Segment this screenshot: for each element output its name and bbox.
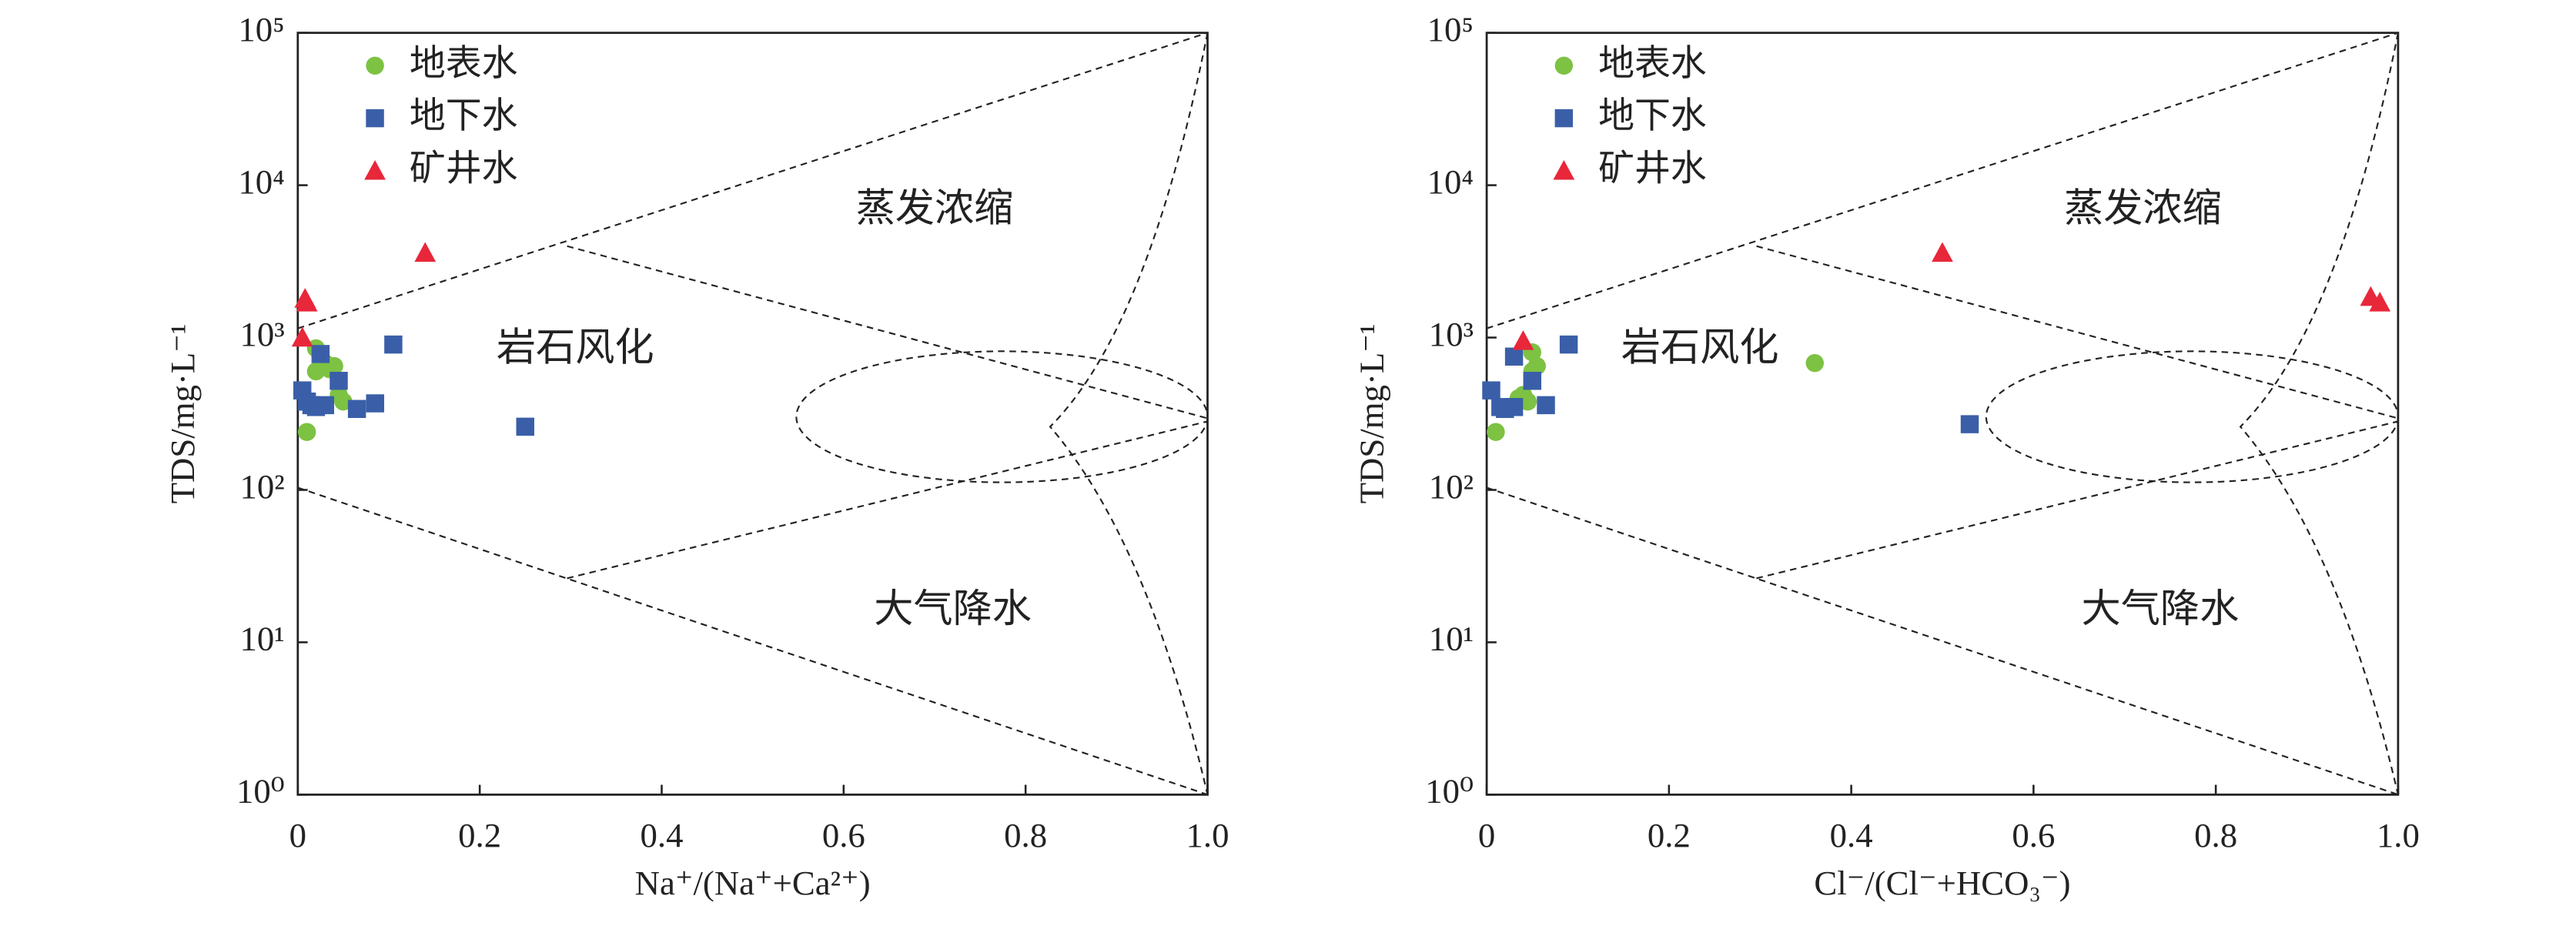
y-tick-label: 10³ [240, 315, 285, 353]
legend-marker [1554, 56, 1574, 75]
legend-label: 矿井水 [410, 147, 518, 189]
data-point [1932, 242, 1953, 262]
y-tick-label: 10⁴ [1427, 162, 1474, 201]
x-tick-label: 0.8 [2194, 816, 2237, 854]
x-tick-label: 1.0 [1186, 816, 1229, 854]
legend-label: 地表水 [1598, 42, 1707, 85]
legend-marker [1553, 159, 1575, 180]
y-tick-label: 10¹ [240, 620, 285, 658]
data-point [516, 417, 534, 436]
y-tick-label: 10⁰ [236, 772, 285, 811]
x-tick-label: 0.4 [640, 816, 683, 854]
region-label: 大气降水 [2082, 586, 2240, 632]
data-point [1504, 347, 1524, 366]
boundary-line [567, 420, 1208, 580]
region-label: 大气降水 [874, 586, 1032, 632]
data-point [1960, 415, 1979, 433]
data-point [1805, 353, 1824, 373]
x-tick-label: 0.6 [822, 816, 865, 854]
x-tick-label: 0.8 [1004, 816, 1047, 854]
data-point [1496, 399, 1514, 419]
x-tick-label: 0.2 [1648, 816, 1691, 854]
y-tick-label: 10¹ [1429, 620, 1474, 658]
data-point [1527, 356, 1546, 376]
data-point [347, 399, 366, 419]
data-point [296, 292, 318, 312]
y-tick-label: 10² [1429, 467, 1474, 506]
data-point [1512, 330, 1534, 350]
legend-marker [366, 109, 384, 128]
region-label: 岩石风化 [497, 324, 654, 370]
x-tick-label: 0 [289, 816, 306, 854]
legend-label: 地下水 [1598, 95, 1707, 137]
y-tick-label: 10² [240, 467, 285, 506]
boundary-line [1486, 32, 2399, 329]
plot-frame [296, 32, 1209, 796]
legend-marker [364, 159, 386, 180]
data-point [316, 396, 334, 415]
boundary-line [1756, 420, 2399, 580]
region-label: 蒸发浓缩 [2064, 185, 2222, 231]
y-tick-label: 10⁴ [238, 162, 284, 201]
boundary-line [297, 32, 1208, 329]
boundary-curve [2239, 32, 2399, 795]
legend-marker [366, 56, 384, 75]
y-tick-label: 10³ [1429, 315, 1474, 353]
data-point [330, 372, 348, 390]
boundary-ellipse [795, 350, 1209, 483]
data-point [325, 356, 343, 376]
x-tick-label: 0.4 [1830, 816, 1873, 854]
x-tick-label: 0.6 [2012, 816, 2055, 854]
boundary-ellipse [1985, 350, 2399, 483]
legend-label: 矿井水 [1598, 147, 1707, 189]
data-point [297, 423, 316, 441]
plot-frame [1485, 32, 2400, 796]
y-tick-label: 10⁵ [1427, 10, 1474, 48]
data-point [311, 345, 330, 363]
x-tick-label: 0.2 [458, 816, 501, 854]
boundary-line [1756, 245, 2399, 420]
data-point [384, 335, 403, 354]
data-point [1523, 372, 1542, 390]
x-tick-label: 0 [1478, 816, 1495, 854]
data-point [1559, 335, 1578, 354]
x-tick-label: 1.0 [2377, 816, 2420, 854]
y-tick-label: 10⁵ [238, 10, 284, 48]
boundary-line [567, 245, 1208, 420]
y-axis-label: TDS/mg·L⁻¹ [163, 324, 202, 504]
data-point [1487, 423, 1505, 441]
x-axis-label: Cl⁻/(Cl⁻+HCO₃⁻) [1814, 864, 2070, 902]
legend-label: 地下水 [410, 95, 518, 137]
data-point [414, 242, 437, 262]
data-point [1537, 396, 1555, 415]
x-axis-label: Na⁺/(Na⁺+Ca²⁺) [635, 864, 871, 902]
data-point [366, 394, 384, 413]
data-point [291, 326, 313, 347]
boundary-line [297, 486, 1208, 796]
y-axis-label: TDS/mg·L⁻¹ [1352, 324, 1390, 504]
legend-label: 地表水 [410, 42, 518, 85]
data-point [1482, 381, 1500, 399]
boundary-line [1486, 486, 2399, 796]
region-label: 蒸发浓缩 [856, 185, 1014, 231]
data-point [334, 392, 353, 411]
region-label: 岩石风化 [1621, 324, 1779, 370]
boundary-curve [1049, 32, 1209, 795]
y-tick-label: 10⁰ [1425, 772, 1474, 811]
data-point [2369, 292, 2391, 312]
legend-marker [1554, 109, 1574, 128]
